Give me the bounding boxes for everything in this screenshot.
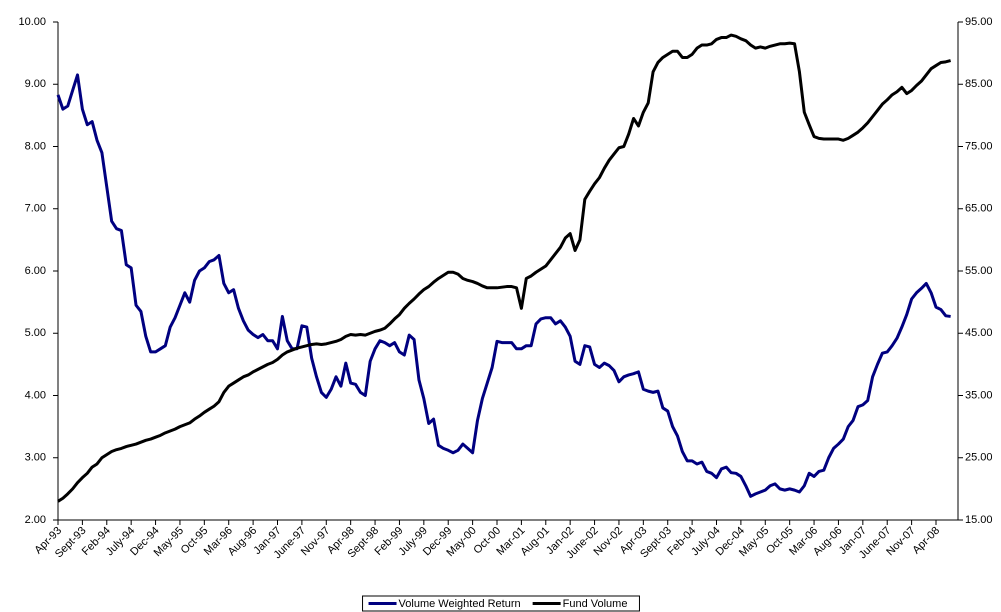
y2-tick-label: 95.00 (965, 16, 993, 28)
legend-box (362, 595, 640, 612)
y-tick-label: 5.00 (25, 327, 46, 339)
y-tick-label: 8.00 (25, 140, 46, 152)
y-tick-label: 10.00 (18, 16, 46, 28)
y-tick-label: 7.00 (25, 203, 46, 215)
legend: Volume Weighted Return Fund Volume (362, 595, 640, 612)
legend-label: Fund Volume (563, 598, 628, 610)
y2-tick-label: 35.00 (965, 389, 993, 401)
y2-tick-label: 25.00 (965, 452, 993, 464)
y-tick-label: 6.00 (25, 265, 46, 277)
legend-label: Volume Weighted Return (399, 598, 521, 610)
y-tick-label: 3.00 (25, 452, 46, 464)
y2-tick-label: 85.00 (965, 78, 993, 90)
y2-tick-label: 45.00 (965, 327, 993, 339)
series-line (57, 33, 952, 503)
y-tick-label: 2.00 (25, 514, 46, 526)
y-tick-label: 4.00 (25, 389, 46, 401)
y2-tick-label: 65.00 (965, 203, 993, 215)
y2-tick-label: 55.00 (965, 265, 993, 277)
series-line (56, 73, 951, 498)
y2-tick-label: 15.00 (965, 514, 993, 526)
y-tick-label: 9.00 (25, 78, 46, 90)
y2-tick-label: 75.00 (965, 140, 993, 152)
x-tick-label: Apr-08 (910, 525, 942, 557)
